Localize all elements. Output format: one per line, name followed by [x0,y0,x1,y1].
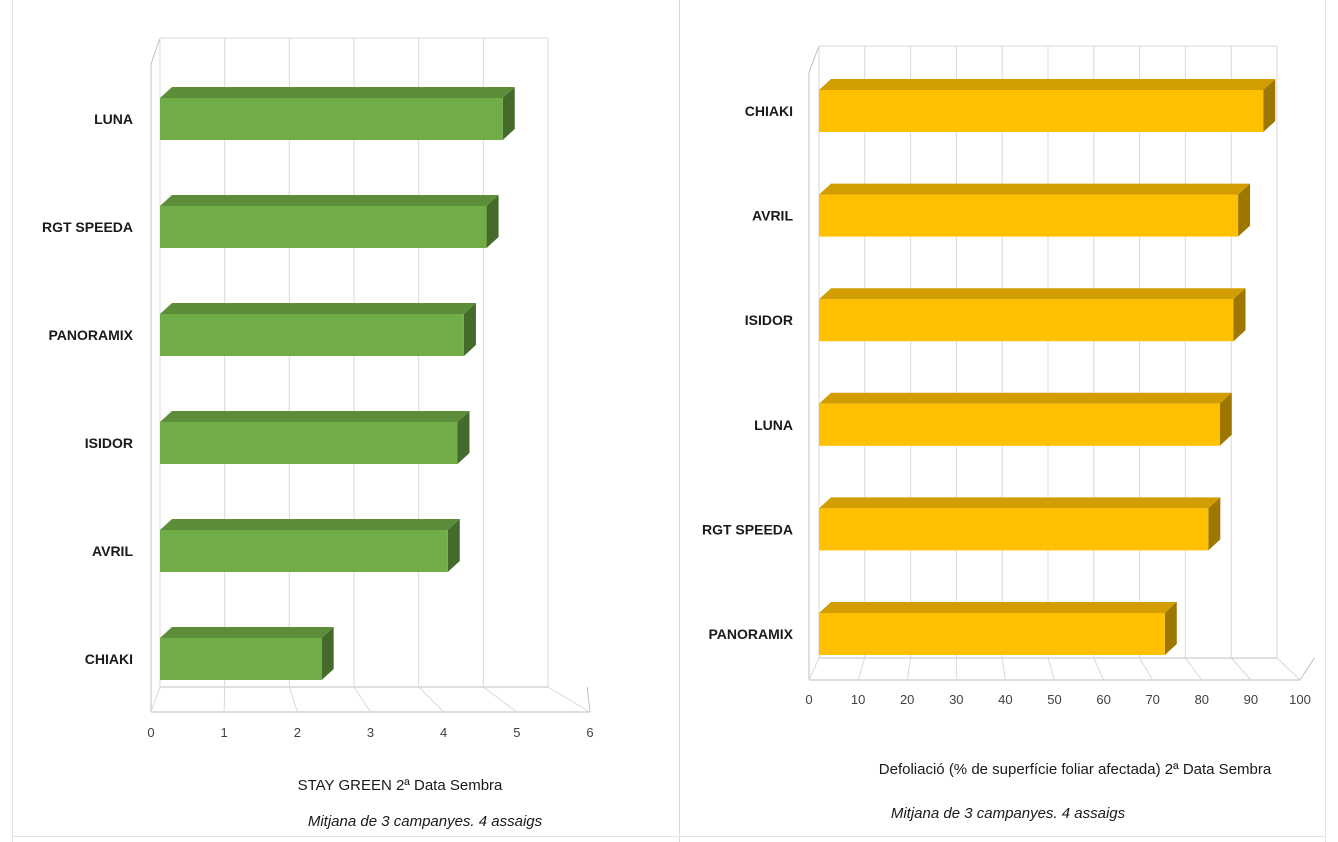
bar-top-face [819,497,1221,509]
floor-gridline [906,657,912,681]
bar-top-face [819,392,1232,404]
bar-side-face [1263,79,1276,132]
tick-label: 60 [1096,692,1110,707]
bar-top-face [160,411,470,422]
category-label: PANORAMIX [708,626,793,642]
bar-top-face [160,195,499,206]
floor-right-edge [586,686,591,713]
floor-right-edge [1299,657,1315,681]
floor-gridline [1047,657,1055,681]
category-label: PANORAMIX [48,327,133,343]
tick-label: 40 [998,692,1012,707]
tick-label: 5 [513,725,520,740]
bar-side-face [1208,497,1221,551]
chart-2: 0 10 20 30 40 50 60 70 80 90 100 CHIAKI AVRIL ISIDOR L… [702,45,1315,822]
bar-side-face [486,195,499,248]
floor-gridline [547,686,591,713]
side-wall-top-edge [808,45,820,73]
category-label: AVRIL [752,208,793,224]
floor-gridline [1001,657,1006,681]
bar [819,194,1239,237]
tick-label: 100 [1289,692,1311,707]
bar [160,314,464,356]
bar [160,206,487,248]
bar-side-face [1219,392,1232,446]
floor-gridline [150,686,161,713]
bar-top-face [819,288,1246,300]
category-label: LUNA [754,417,793,433]
bar-top-face [160,87,515,98]
category-label: CHIAKI [745,103,793,119]
tick-label: 20 [900,692,914,707]
x-axis-label: Defoliació (% de superfície foliar afect… [879,761,1272,778]
floor-gridline [288,686,298,713]
floor-gridline [1184,657,1203,681]
floor-gridline [483,686,518,713]
chart-note: Mitjana de 3 campanyes. 4 assaigs [891,805,1126,822]
tick-label: 50 [1047,692,1061,707]
category-label: RGT SPEEDA [42,219,133,235]
panel-divider [679,0,680,842]
category-label: CHIAKI [85,651,133,667]
bar-side-face [1233,288,1246,342]
tick-label: 80 [1195,692,1209,707]
bar-top-face [819,183,1251,195]
bar-top-face [160,519,460,530]
chart-1: 0 1 2 3 4 5 6 LUNA RGT SPEEDA PANORAMIX ISIDOR AVRI… [42,37,594,830]
bar [160,638,322,680]
side-wall-top-edge [150,37,161,65]
panel-border-left [12,0,13,842]
tick-label: 4 [440,725,447,740]
x-axis-label: STAY GREEN 2ª Data Sembra [298,777,503,794]
tick-label: 0 [805,692,812,707]
bar-side-face [463,303,476,356]
bar-side-face [447,519,460,572]
bar-side-face [502,87,515,140]
category-label: RGT SPEEDA [702,521,793,537]
category-label: LUNA [94,111,133,127]
bar-side-face [457,411,470,464]
bar [819,508,1209,551]
tick-label: 6 [586,725,593,740]
tick-label: 0 [147,725,154,740]
bar [819,403,1220,446]
floor-gridline [223,686,226,713]
floor-gridline [1276,657,1301,681]
bar-side-face [1164,602,1177,655]
bar-side-face [321,627,334,680]
bar-top-face [819,79,1276,90]
panel-border-right [1325,0,1326,842]
bar-top-face [160,303,476,314]
bar [160,530,448,572]
bar-side-face [1238,183,1251,237]
bar [819,90,1264,132]
tick-label: 2 [294,725,301,740]
chart-note: Mitjana de 3 campanyes. 4 assaigs [308,813,543,830]
bar [819,613,1165,655]
tick-label: 90 [1244,692,1258,707]
bar [819,299,1234,342]
floor-gridline [857,657,866,681]
tick-label: 30 [949,692,963,707]
bar-top-face [819,602,1177,613]
category-label: ISIDOR [745,312,793,328]
floor-gridline [1093,657,1105,681]
floor-gridline [1139,657,1154,681]
bar [160,98,503,140]
category-label: ISIDOR [85,435,133,451]
category-label: AVRIL [92,543,133,559]
bar [160,422,458,464]
floor-gridline [418,686,445,713]
tick-label: 70 [1145,692,1159,707]
tick-label: 1 [221,725,228,740]
floor-gridline [353,686,371,713]
tick-label: 10 [851,692,865,707]
floor-gridline [1230,657,1252,681]
floor-gridline [808,657,820,681]
panel-border-bottom [12,836,1326,837]
bar-top-face [160,627,334,638]
tick-label: 3 [367,725,374,740]
